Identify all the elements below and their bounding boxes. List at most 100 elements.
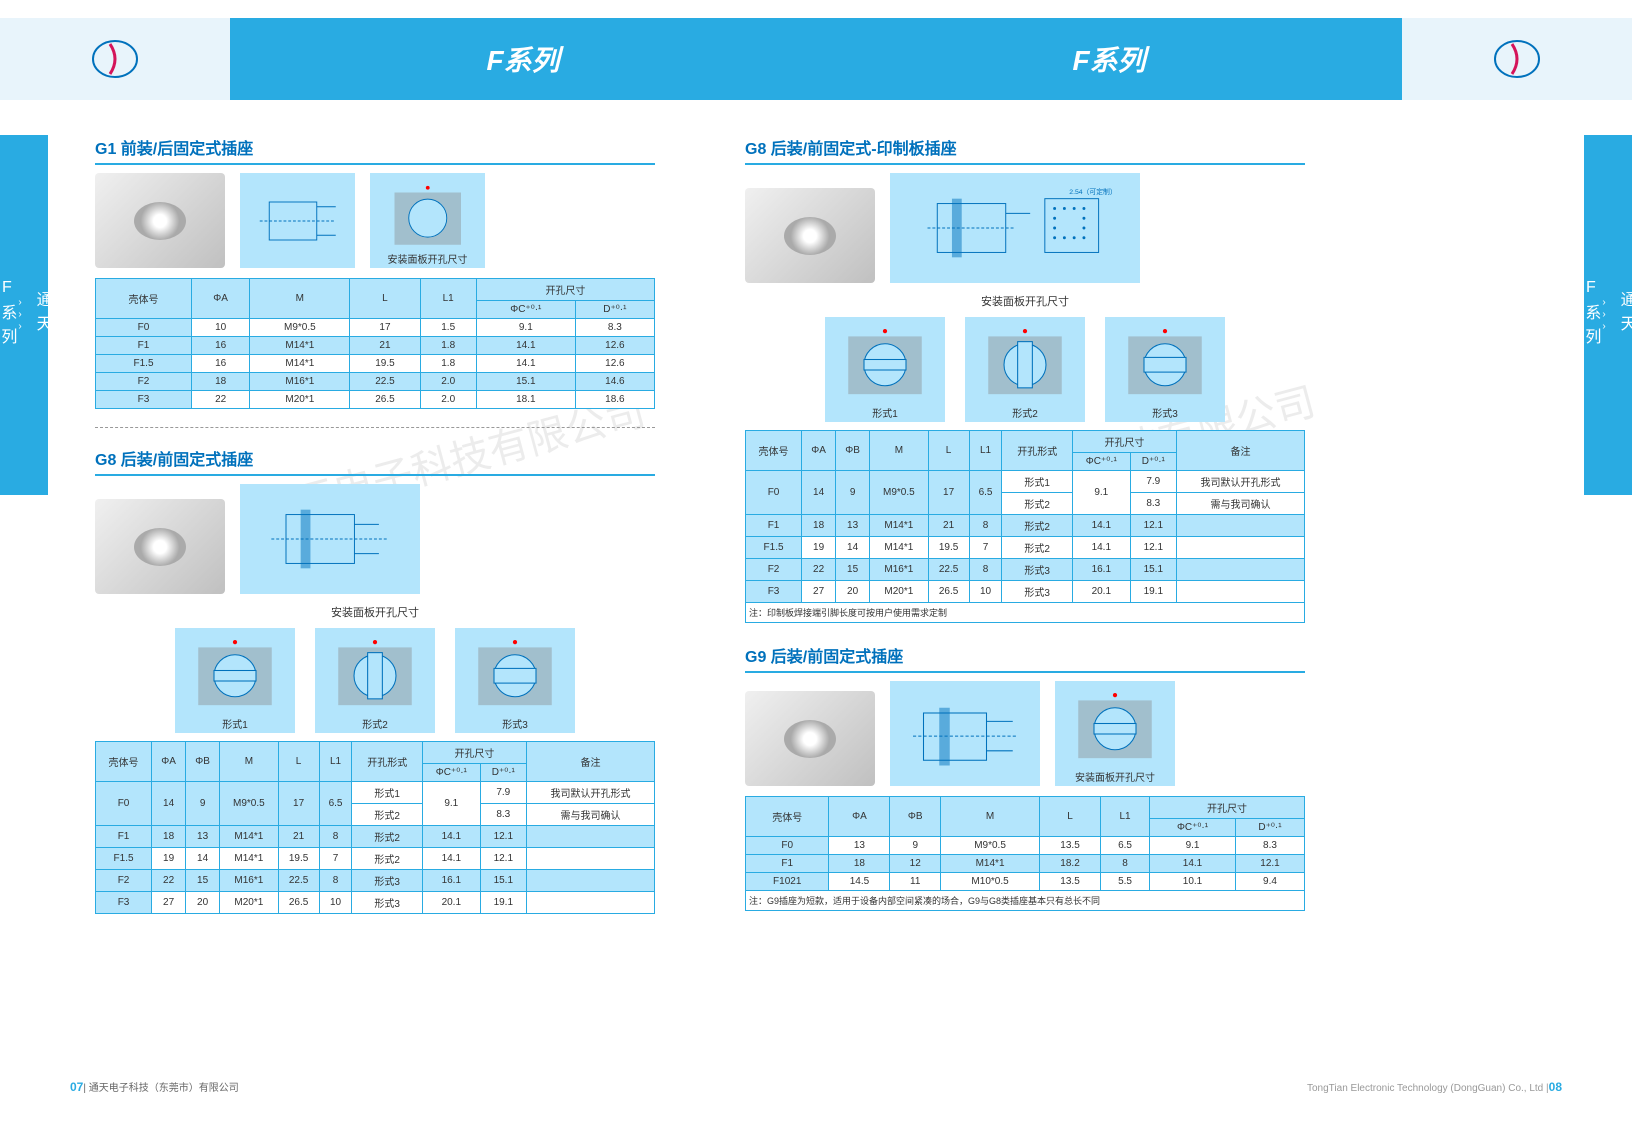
g8r-figures: 2.54（可定制）: [745, 173, 1305, 283]
table-row: F0139M9*0.513.56.59.18.3: [746, 837, 1305, 855]
table-cell: 形式3: [352, 870, 422, 892]
table-cell: 形式1: [1002, 471, 1072, 493]
table-cell: [1176, 581, 1304, 603]
side-brand: 通天: [30, 291, 54, 339]
th: D⁺⁰·¹: [575, 301, 654, 319]
table-cell: 22.5: [350, 373, 420, 391]
table-cell: 14.1: [1072, 537, 1130, 559]
table-row: F0149M9*0.5176.5形式19.17.9我司默认开孔形式: [746, 471, 1305, 493]
page-number: 07: [70, 1080, 83, 1094]
table-cell: 14.5: [829, 873, 890, 891]
table-cell: 15.1: [1130, 559, 1176, 581]
table-cell: 形式3: [1002, 559, 1072, 581]
table-cell: 13: [186, 826, 220, 848]
header-band: F系列 F系列: [0, 18, 1632, 100]
table-cell: M9*0.5: [941, 837, 1040, 855]
table-cell: 12.6: [575, 355, 654, 373]
table-cell: [526, 848, 654, 870]
table-cell: 9: [186, 782, 220, 826]
table-cell: 形式2: [1002, 515, 1072, 537]
table-row: F11812M14*118.2814.112.1: [746, 855, 1305, 873]
table-cell: 15: [186, 870, 220, 892]
table-cell: 19: [802, 537, 836, 559]
g8r-photo: [745, 188, 875, 283]
table-cell: 10: [319, 892, 352, 914]
table-row: F102114.511M10*0.513.55.510.19.4: [746, 873, 1305, 891]
table-header-row: 壳体号 ΦA ΦB M L L1 开孔形式 开孔尺寸 备注: [746, 431, 1305, 453]
table-row: F32720M20*126.510形式320.119.1: [96, 892, 655, 914]
table-row: F1.516M14*119.51.814.112.6: [96, 355, 655, 373]
table-cell: 14.1: [422, 826, 480, 848]
table-cell: 15: [836, 559, 870, 581]
th: 壳体号: [96, 742, 152, 782]
th: M: [220, 742, 279, 782]
th: L: [1040, 797, 1101, 837]
th: L1: [1101, 797, 1150, 837]
footer-left: 07| 通天电子科技（东莞市）有限公司: [70, 1079, 239, 1094]
table-cell: F1.5: [746, 537, 802, 559]
th: ΦC⁺⁰·¹: [1072, 453, 1130, 471]
table-cell: 9.1: [476, 319, 575, 337]
table-cell: 9.4: [1236, 873, 1305, 891]
table-cell: 18: [192, 373, 250, 391]
table-cell: 我司默认开孔形式: [526, 782, 654, 804]
th: ΦC⁺⁰·¹: [476, 301, 575, 319]
g1-photo: [95, 173, 225, 268]
table-cell: 形式2: [352, 804, 422, 826]
th: 开孔尺寸: [1150, 797, 1305, 819]
table-cell: 18.2: [1040, 855, 1101, 873]
table-cell: 14.6: [575, 373, 654, 391]
table-footnote-row: 注：G9插座为短款，适用于设备内部空间紧凑的场合，G9与G8类插座基本只有总长不…: [746, 891, 1305, 911]
table-cell: 形式2: [1002, 493, 1072, 515]
g1-diagram-panel: 安装面板开孔尺寸: [370, 173, 485, 268]
table-cell: M14*1: [220, 826, 279, 848]
table-cell: M16*1: [250, 373, 350, 391]
table-header-row: 壳体号 ΦA ΦB M L L1 开孔尺寸: [746, 797, 1305, 819]
table-cell: 20: [186, 892, 220, 914]
table-footnote-row: 注：印制板焊接端引脚长度可按用户使用需求定制: [746, 603, 1305, 623]
table-cell: [1176, 515, 1304, 537]
table-cell: 形式1: [352, 782, 422, 804]
footer-company: 通天电子科技（东莞市）有限公司: [89, 1083, 239, 1094]
form-label: 形式3: [1105, 405, 1225, 420]
table-cell: F2: [96, 870, 152, 892]
table-cell: 21: [928, 515, 969, 537]
g9-title: G9 后装/前固定式插座: [745, 643, 1305, 673]
table-cell: 12: [890, 855, 941, 873]
table-cell: 16: [192, 355, 250, 373]
th: L1: [420, 279, 476, 319]
table-cell: F0: [746, 471, 802, 515]
table-cell: 21: [278, 826, 319, 848]
form-label: 形式2: [965, 405, 1085, 420]
table-cell: 19.5: [278, 848, 319, 870]
g1-diagram-side: [240, 173, 355, 268]
g9-diagram-side: [890, 681, 1040, 786]
side-series: F系列: [1578, 279, 1602, 352]
form3-diagram: 形式3: [455, 628, 575, 733]
table-cell: F1.5: [96, 355, 192, 373]
th: 开孔尺寸: [476, 279, 654, 301]
table-cell: 27: [802, 581, 836, 603]
footer-right: TongTian Electronic Technology (DongGuan…: [1307, 1080, 1562, 1094]
th: L: [928, 431, 969, 471]
table-cell: 15.1: [476, 373, 575, 391]
table-cell: F1: [746, 515, 802, 537]
th: L1: [969, 431, 1002, 471]
g8l-title: G8 后装/前固定式插座: [95, 446, 655, 476]
table-cell: 26.5: [278, 892, 319, 914]
th: 开孔尺寸: [1072, 431, 1176, 453]
th: ΦB: [836, 431, 870, 471]
g1-figures: 安装面板开孔尺寸: [95, 173, 655, 268]
table-cell: 19: [152, 848, 186, 870]
g1-table: 壳体号 ΦA M L L1 开孔尺寸 ΦC⁺⁰·¹ D⁺⁰·¹ F010M9*0…: [95, 278, 655, 409]
table-row: F0149M9*0.5176.5形式19.17.9我司默认开孔形式: [96, 782, 655, 804]
table-cell: 8: [969, 515, 1002, 537]
th: ΦB: [890, 797, 941, 837]
table-cell: 22: [152, 870, 186, 892]
table-cell: 7.9: [1130, 471, 1176, 493]
table-cell: 13.5: [1040, 837, 1101, 855]
table-cell: 13: [829, 837, 890, 855]
th: 备注: [1176, 431, 1304, 471]
table-cell: 26.5: [928, 581, 969, 603]
table-cell: 12.1: [480, 826, 526, 848]
